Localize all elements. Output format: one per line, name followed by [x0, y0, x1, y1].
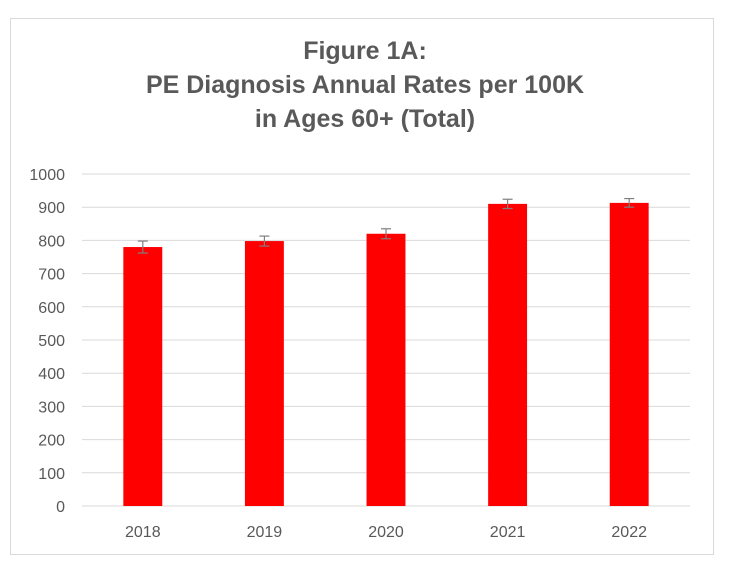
error-bars [137, 197, 635, 254]
chart-title-line-3: in Ages 60+ (Total) [254, 105, 476, 133]
y-tick-label: 100 [38, 466, 65, 483]
y-tick-label: 300 [38, 399, 65, 416]
x-tick-label: 2022 [611, 524, 647, 541]
y-tick-label: 1000 [29, 167, 65, 184]
y-tick-label: 900 [38, 200, 65, 217]
x-tick-label: 2021 [490, 524, 526, 541]
y-tick-label: 600 [38, 300, 65, 317]
y-tick-label: 0 [56, 499, 65, 516]
y-tick-label: 500 [38, 333, 65, 350]
error-bar-2018 [137, 240, 148, 254]
bar-2021 [488, 203, 528, 506]
y-axis: 0 100 200 300 400 500 600 700 800 900 1000 [29, 167, 65, 516]
y-tick-label: 200 [38, 433, 65, 450]
bar-2018 [123, 247, 163, 507]
x-axis: 2018 2019 2020 2021 2022 [125, 524, 647, 541]
chart-title-line-1: Figure 1A: [303, 37, 427, 65]
error-bar-2019 [259, 235, 270, 247]
error-bar-2020 [381, 228, 391, 240]
x-tick-label: 2019 [247, 524, 283, 541]
bar-2022 [609, 202, 649, 506]
x-tick-label: 2018 [125, 524, 161, 541]
error-bar-2022 [624, 197, 635, 208]
bar-2020 [366, 233, 406, 506]
error-bar-2021 [502, 198, 513, 210]
bar-2019 [244, 241, 284, 506]
bars [123, 202, 649, 507]
y-tick-label: 700 [38, 267, 65, 284]
chart-title: Figure 1A: PE Diagnosis Annual Rates per… [0, 34, 730, 136]
chart-title-line-2: PE Diagnosis Annual Rates per 100K [145, 71, 585, 99]
y-tick-label: 400 [38, 366, 65, 383]
x-tick-label: 2020 [368, 524, 404, 541]
y-tick-label: 800 [38, 233, 65, 250]
